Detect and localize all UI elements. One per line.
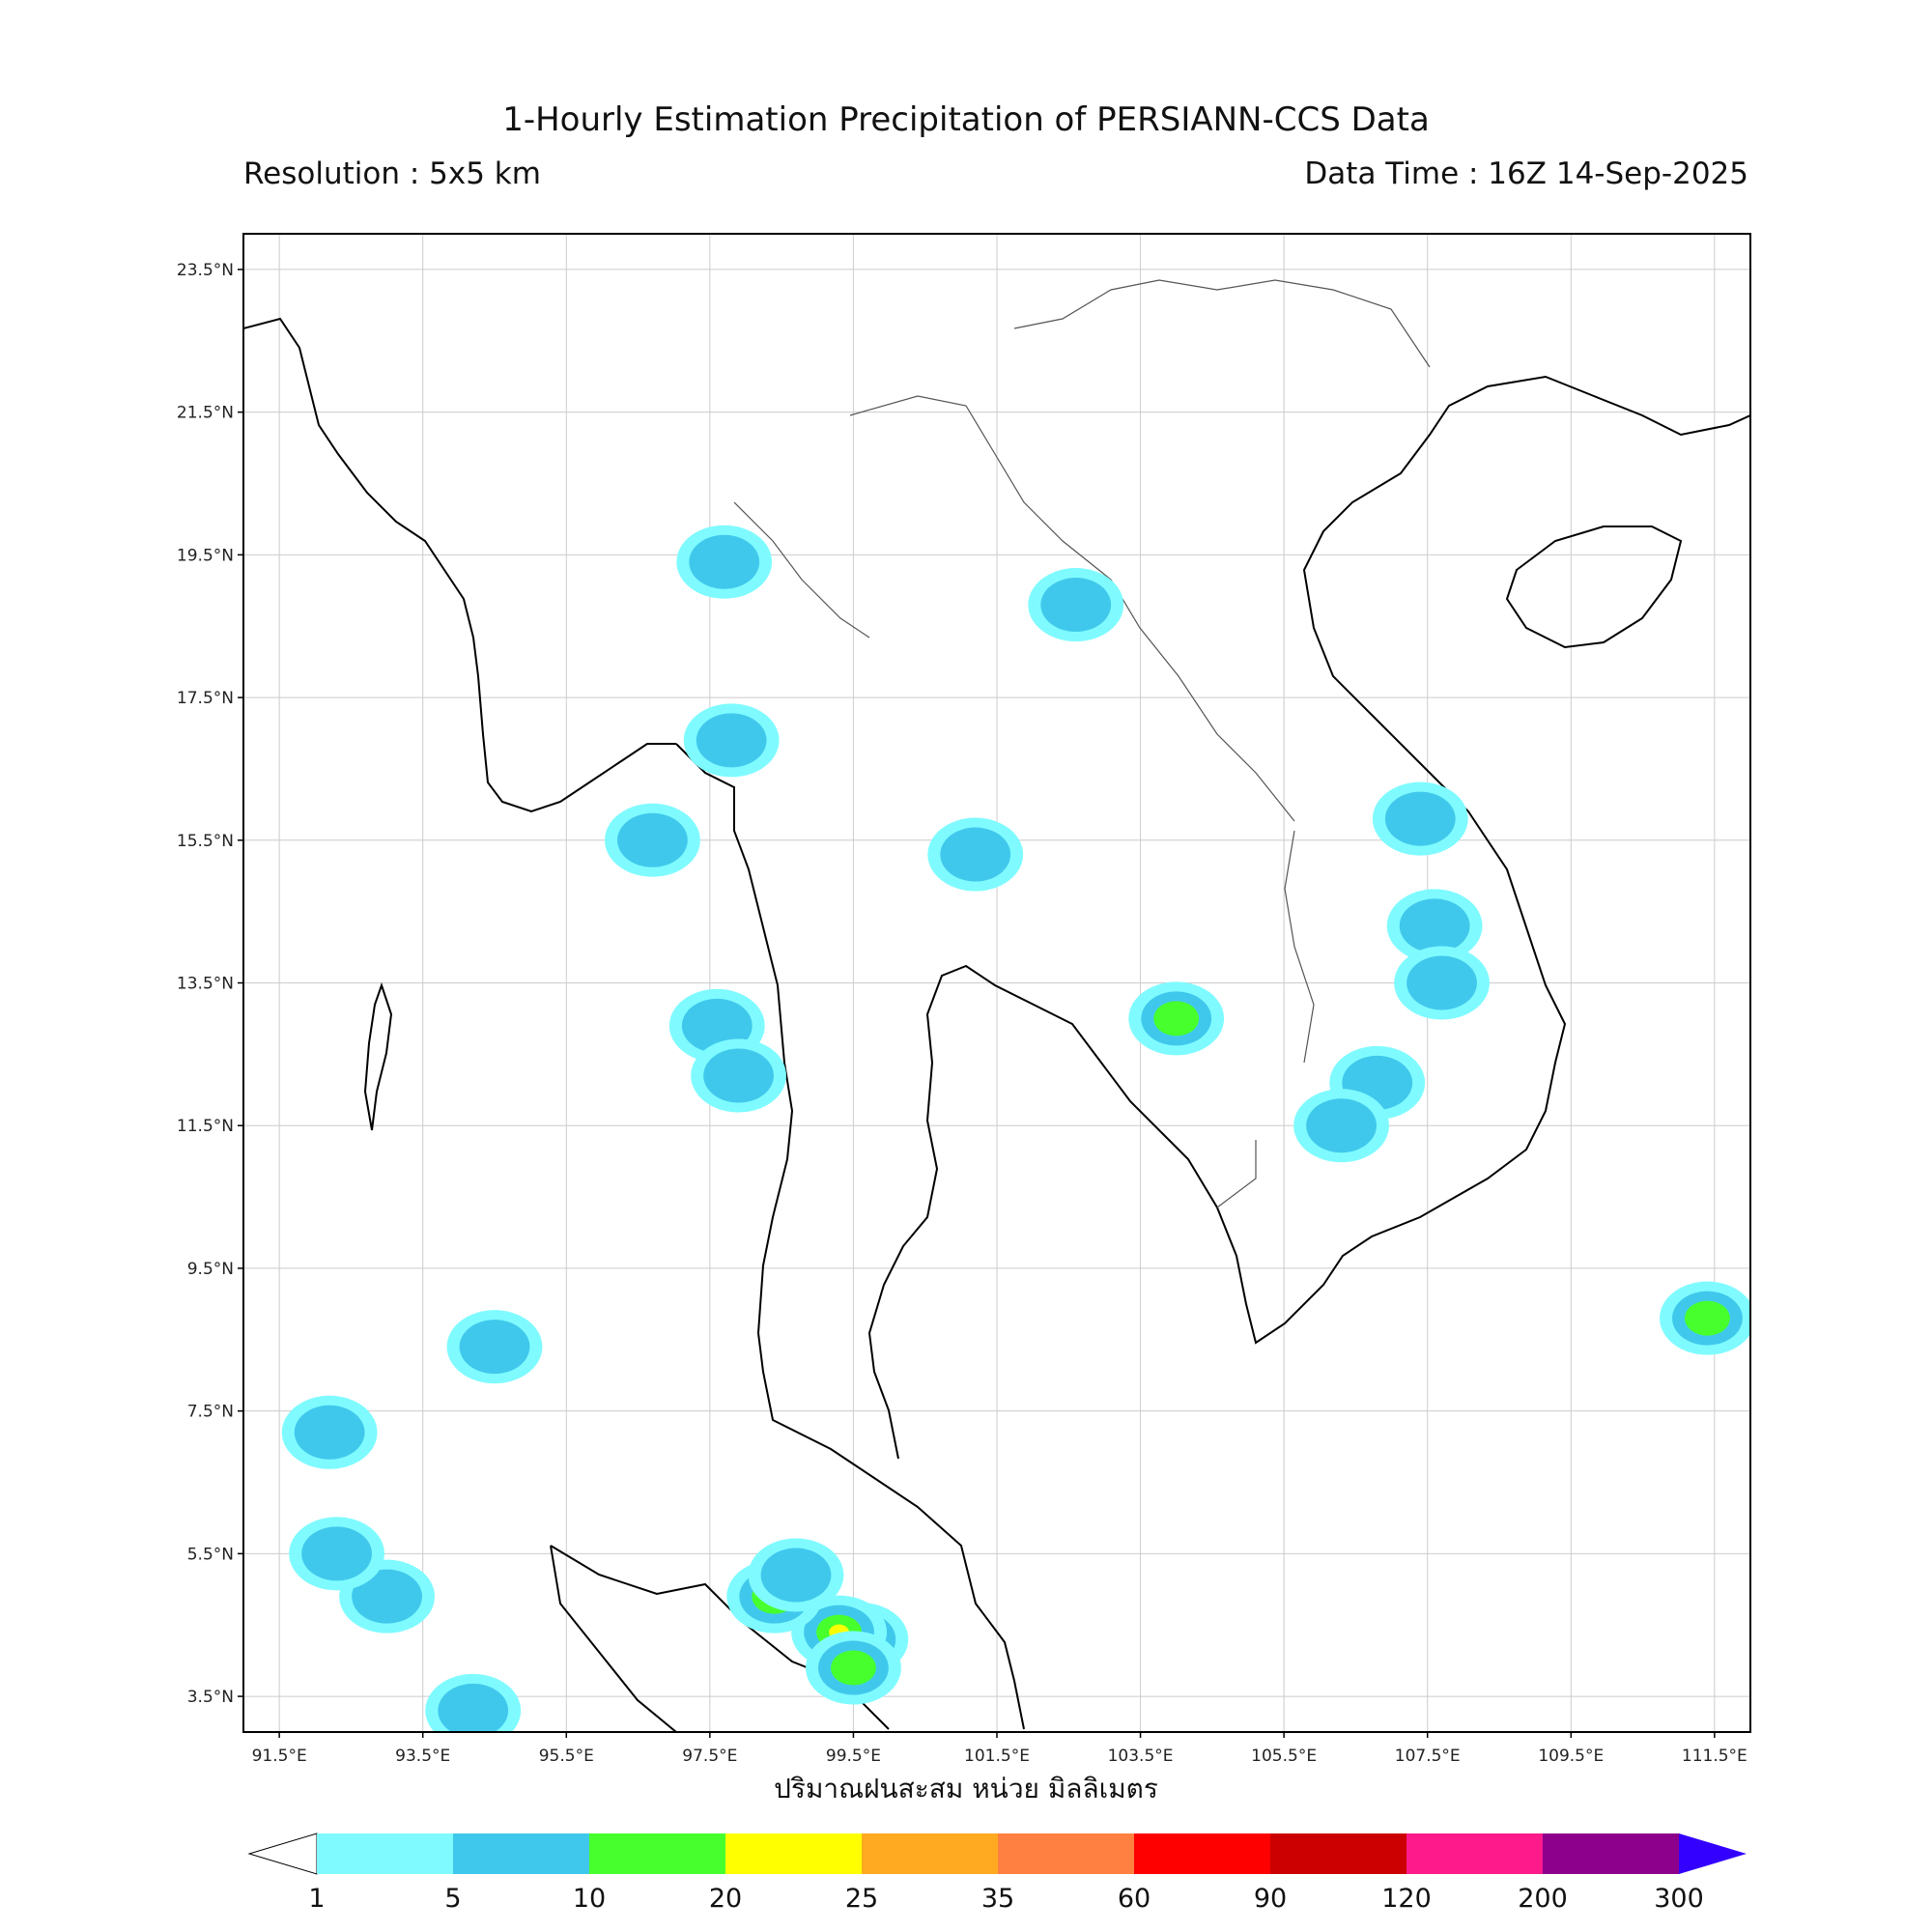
coastlines: [243, 279, 1750, 1732]
data-time-label: Data Time : 16Z 14-Sep-2025: [1304, 156, 1748, 191]
lat-tick-label: 11.5°N: [177, 1117, 234, 1136]
colorbar-level-label: 20: [709, 1884, 742, 1914]
colorbar-level-label: 60: [1118, 1884, 1151, 1914]
colorbar-segment: [725, 1833, 863, 1874]
colorbar-level-label: 1: [308, 1884, 325, 1914]
colorbar-level-label: 35: [981, 1884, 1014, 1914]
lat-tick-label: 5.5°N: [187, 1545, 234, 1564]
lat-tick-label: 9.5°N: [187, 1260, 234, 1279]
rain-cells: [281, 525, 1750, 1732]
rain-cell: [1399, 898, 1470, 953]
rain-cell: [831, 1650, 876, 1686]
colorbar-under-arrow: [247, 1833, 318, 1875]
colorbar-level-label: 5: [444, 1884, 461, 1914]
rain-cell: [703, 1048, 774, 1103]
colorbar: 1 5 10 20 25 35 60 90 120 200 300: [247, 1833, 1747, 1914]
rain-cell: [352, 1569, 422, 1624]
colorbar-level-label: 300: [1654, 1884, 1704, 1914]
lon-tick-label: 107.5°E: [1395, 1747, 1461, 1766]
lon-tick-label: 93.5°E: [395, 1747, 450, 1766]
colorbar-level-label: 120: [1381, 1884, 1432, 1914]
rain-cell: [940, 827, 1011, 882]
lat-tick-label: 15.5°N: [177, 832, 234, 851]
lat-tick-label: 7.5°N: [187, 1403, 234, 1422]
lon-tick-label: 91.5°E: [252, 1747, 307, 1766]
colorbar-over-arrow: [1679, 1833, 1747, 1874]
lon-tick-label: 105.5°E: [1251, 1747, 1317, 1766]
mainland-coastline: [675, 375, 1750, 1730]
rain-cell: [689, 534, 760, 589]
rain-cell: [1685, 1300, 1730, 1336]
colorbar-segment: [862, 1833, 999, 1874]
lat-tick-label: 23.5°N: [177, 261, 234, 280]
rain-cell: [438, 1683, 509, 1732]
lon-tick-label: 97.5°E: [682, 1747, 737, 1766]
lon-tick-label: 111.5°E: [1682, 1747, 1747, 1766]
colorbar-segment: [1406, 1833, 1544, 1874]
country-borders: [733, 279, 1431, 1208]
lat-tick-label: 17.5°N: [177, 689, 234, 708]
colorbar-segment: [453, 1833, 590, 1874]
lat-tick-label: 21.5°N: [177, 404, 234, 423]
rain-cell: [696, 713, 767, 768]
colorbar-segment: [589, 1833, 726, 1874]
lon-tick-label: 99.5°E: [826, 1747, 881, 1766]
colorbar-segment: [1543, 1833, 1680, 1874]
axis-ticks: 91.5°E 93.5°E 95.5°E 97.5°E 99.5°E 101.5°E 103…: [177, 261, 1747, 1766]
lat-tick-label: 13.5°N: [177, 975, 234, 994]
rain-cell: [1384, 791, 1456, 846]
colorbar-level-label: 200: [1518, 1884, 1568, 1914]
grid-lines: [243, 234, 1750, 1732]
colorbar-segment: [317, 1833, 454, 1874]
map-title: 1-Hourly Estimation Precipitation of PER…: [502, 100, 1430, 139]
rain-cell: [1306, 1098, 1377, 1153]
rain-cell: [617, 812, 688, 867]
lon-tick-label: 109.5°E: [1538, 1747, 1604, 1766]
colorbar-segment: [998, 1833, 1135, 1874]
rain-cell: [459, 1320, 530, 1375]
lat-tick-label: 3.5°N: [187, 1688, 234, 1707]
rain-cell: [1153, 1001, 1200, 1037]
colorbar-level-label: 25: [845, 1884, 878, 1914]
hainan-coastline: [1505, 526, 1683, 649]
lat-tick-label: 19.5°N: [177, 546, 234, 565]
rain-cell: [301, 1526, 372, 1581]
rain-cell: [760, 1548, 832, 1603]
colorbar-segment: [1134, 1833, 1271, 1874]
colorbar-segment: [1270, 1833, 1407, 1874]
rain-cell: [1040, 578, 1112, 633]
colorbar-label: ปริมาณฝนสะสม หน่วย มิลลิเมตร: [774, 1773, 1158, 1804]
rain-cell: [1406, 955, 1477, 1010]
colorbar-level-label: 10: [573, 1884, 606, 1914]
lon-tick-label: 103.5°E: [1108, 1747, 1174, 1766]
andaman-islands: [363, 981, 393, 1131]
myanmar-coastline: [243, 317, 676, 813]
rain-cell: [294, 1405, 365, 1460]
lon-tick-label: 95.5°E: [539, 1747, 594, 1766]
lon-tick-label: 101.5°E: [964, 1747, 1030, 1766]
resolution-label: Resolution : 5x5 km: [243, 156, 541, 191]
colorbar-level-label: 90: [1254, 1884, 1287, 1914]
